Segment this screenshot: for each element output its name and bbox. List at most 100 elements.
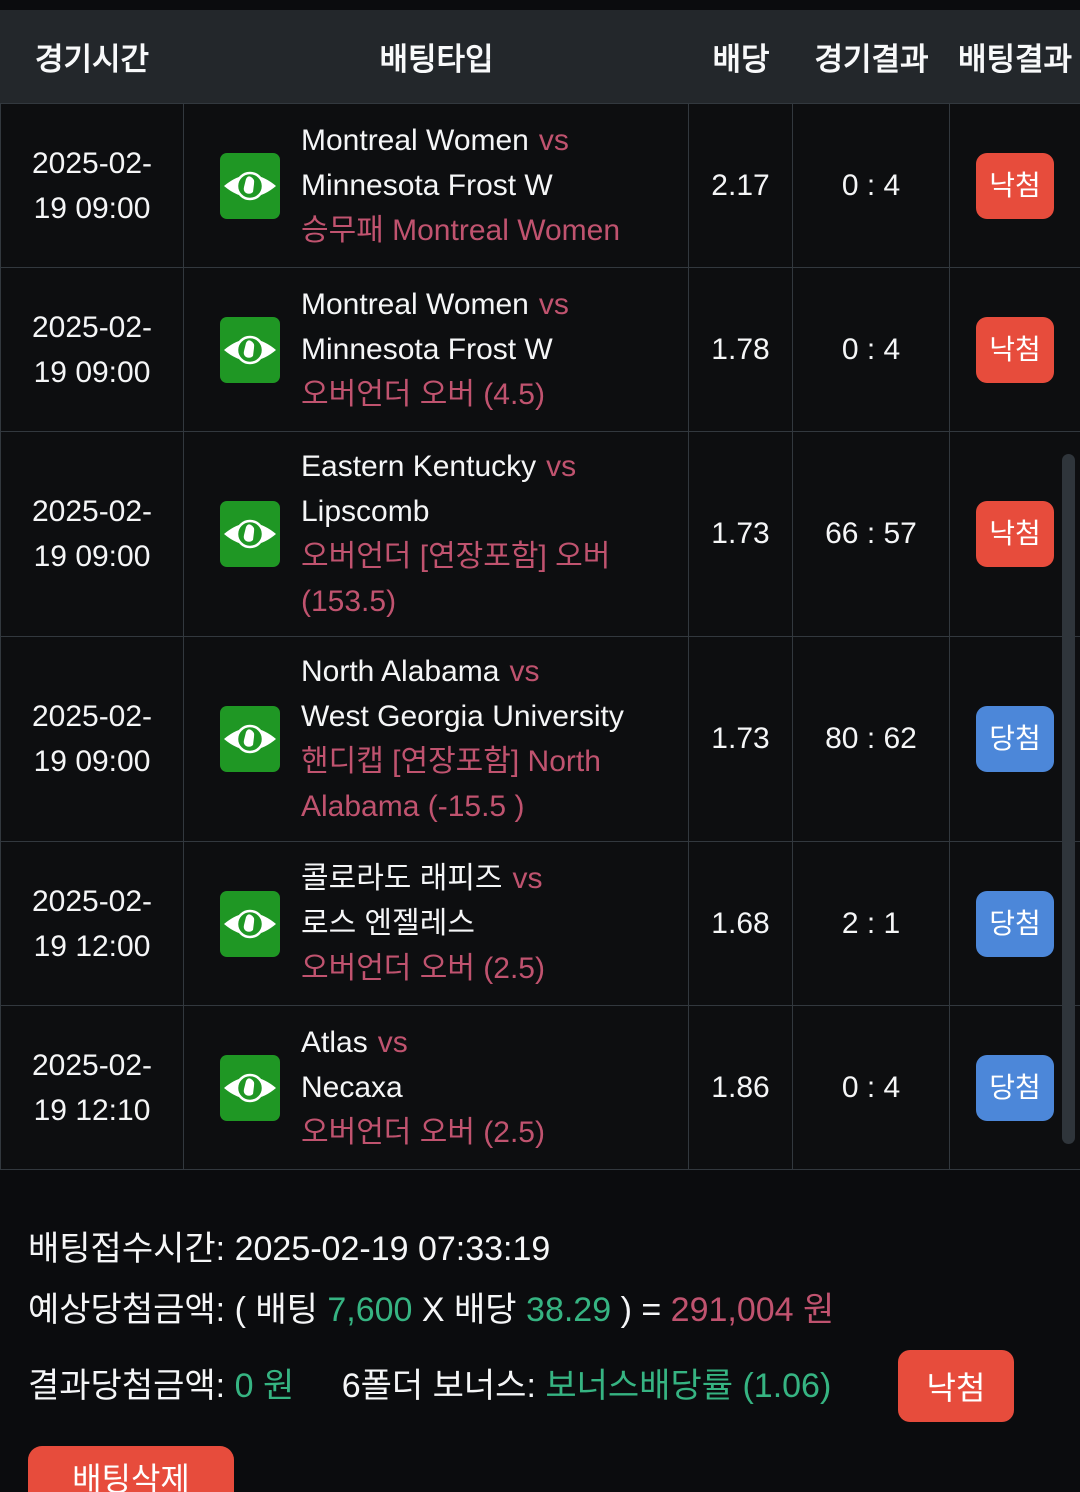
score-cell: 0 : 4 (793, 268, 950, 432)
score-cell: 2 : 1 (793, 842, 950, 1006)
receipt-time-line: 배팅접수시간: 2025-02-19 07:33:19 (28, 1228, 1052, 1270)
team-away: Necaxa (301, 1071, 403, 1104)
vertical-scrollbar-thumb[interactable] (1062, 454, 1075, 1144)
overall-status-badge: 낙첨 (898, 1350, 1014, 1422)
table-row: 2025-02-19 09:00 Montreal Women vs Minnes… (1, 268, 1080, 432)
expected-amount-line: 예상당첨금액: ( 배팅 7,600 X 배당 38.29 ) = 291,00… (28, 1289, 1052, 1331)
header-game-result: 경기결과 (814, 42, 929, 77)
table-row: 2025-02-19 09:00 Montreal Women vs Minnes… (1, 104, 1080, 268)
bet-amount: 7,600 (327, 1291, 413, 1329)
total-odds: 38.29 (526, 1291, 612, 1329)
game-time-cell: 2025-02-19 09:00 (1, 268, 184, 432)
team-away: West Georgia University (301, 700, 624, 733)
score-cell: 80 : 62 (793, 637, 950, 842)
bet-pick: 오버언더 오버 (2.5) (301, 1116, 545, 1149)
receipt-time-value: 2025-02-19 07:33:19 (234, 1230, 551, 1268)
result-amount-value: 0 원 (234, 1367, 295, 1405)
eye-icon[interactable] (219, 315, 281, 384)
match-info: Montreal Women vs Minnesota Frost W 오버언더 … (301, 282, 569, 417)
score-cell: 66 : 57 (793, 432, 950, 637)
team-away: Minnesota Frost W (301, 169, 553, 202)
odds-cell: 1.78 (689, 268, 793, 432)
bet-pick: 오버언더 오버 (4.5) (301, 378, 545, 411)
result-amount-label: 결과당첨금액: (28, 1367, 226, 1405)
bet-pick: 오버언더 [연장포함] 오버 (153.5) (301, 540, 611, 618)
bet-type-cell: Montreal Women vs Minnesota Frost W 오버언더 … (184, 268, 689, 432)
team-home: Montreal Women (301, 124, 529, 157)
table-row: 2025-02-19 12:10 Atlas vs Necaxa 오버언더 오버 … (1, 1006, 1080, 1170)
odds-cell: 1.68 (689, 842, 793, 1006)
status-badge: 당첨 (976, 1054, 1054, 1121)
team-home: 콜로라도 래피즈 (301, 862, 503, 895)
result-cell: 낙첨 (950, 104, 1080, 268)
eye-icon[interactable] (219, 705, 281, 773)
team-away: 로스 엔젤레스 (301, 907, 475, 940)
table-row: 2025-02-19 09:00 North Alabama vs West Ge… (1, 637, 1080, 842)
bet-type-cell: Montreal Women vs Minnesota Frost W 승무패 M… (184, 104, 689, 268)
times-label: X 배당 (421, 1291, 517, 1329)
team-away: Minnesota Frost W (301, 333, 553, 366)
status-badge: 낙첨 (976, 152, 1054, 219)
vs-label: vs (538, 288, 569, 321)
score-cell: 0 : 4 (793, 104, 950, 268)
status-badge: 당첨 (976, 890, 1054, 957)
bet-history-table: 2025-02-19 09:00 Montreal Women vs Minnes… (0, 103, 1080, 1170)
vs-label: vs (377, 1026, 408, 1059)
team-home: Atlas (301, 1026, 368, 1059)
result-cell: 당첨 (950, 842, 1080, 1006)
equals-label: ) = (620, 1291, 662, 1329)
match-info: 콜로라도 래피즈 vs 로스 엔젤레스 오버언더 오버 (2.5) (301, 856, 545, 991)
team-home: Montreal Women (301, 288, 529, 321)
game-time-cell: 2025-02-19 09:00 (1, 637, 184, 842)
match-info: Montreal Women vs Minnesota Frost W 승무패 M… (301, 118, 620, 253)
bet-type-cell: Atlas vs Necaxa 오버언더 오버 (2.5) (184, 1006, 689, 1170)
vs-label: vs (538, 124, 569, 157)
match-info: North Alabama vs West Georgia University … (301, 649, 676, 829)
odds-cell: 1.86 (689, 1006, 793, 1170)
bonus-odds-value: 보너스배당률 (1.06) (545, 1367, 832, 1405)
team-home: North Alabama (301, 655, 500, 688)
result-cell: 낙첨 (950, 268, 1080, 432)
result-cell: 당첨 (950, 637, 1080, 842)
score-cell: 0 : 4 (793, 1006, 950, 1170)
table-row: 2025-02-19 12:00 콜로라도 래피즈 vs 로스 엔젤레스 오버언더… (1, 842, 1080, 1006)
bet-type-cell: Eastern Kentucky vs Lipscomb 오버언더 [연장포함] … (184, 432, 689, 637)
match-info: Eastern Kentucky vs Lipscomb 오버언더 [연장포함] … (301, 444, 676, 624)
eye-icon[interactable] (219, 151, 281, 220)
bet-pick: 핸디캡 [연장포함] North Alabama (-15.5 ) (301, 745, 601, 823)
bet-summary: 배팅접수시간: 2025-02-19 07:33:19 예상당첨금액: ( 배팅… (0, 1170, 1080, 1422)
expected-amount: 291,004 원 (670, 1291, 835, 1329)
header-game-time: 경기시간 (34, 42, 150, 77)
bet-pick: 오버언더 오버 (2.5) (301, 952, 545, 985)
vs-label: vs (509, 655, 540, 688)
game-time-cell: 2025-02-19 09:00 (1, 432, 184, 637)
odds-cell: 1.73 (689, 637, 793, 842)
status-badge: 당첨 (976, 706, 1054, 772)
result-amount-line: 결과당첨금액: 0 원 6폴더 보너스: 보너스배당률 (1.06) 낙첨 (28, 1350, 1052, 1422)
game-time-cell: 2025-02-19 12:00 (1, 842, 184, 1006)
table-row: 2025-02-19 09:00 Eastern Kentucky vs Lips… (1, 432, 1080, 637)
bet-type-cell: North Alabama vs West Georgia University … (184, 637, 689, 842)
delete-bet-button[interactable]: 배팅삭제 (28, 1446, 234, 1492)
result-cell: 당첨 (950, 1006, 1080, 1170)
bet-pick: 승무패 Montreal Women (301, 214, 621, 247)
eye-icon[interactable] (219, 889, 281, 958)
result-amount-text: 결과당첨금액: 0 원 6폴더 보너스: 보너스배당률 (1.06) (28, 1365, 831, 1407)
status-badge: 낙첨 (976, 501, 1054, 567)
header-bet-result: 배팅결과 (957, 42, 1073, 77)
header-bet-type: 배팅타입 (379, 42, 494, 77)
eye-icon[interactable] (219, 1053, 281, 1122)
odds-cell: 2.17 (689, 104, 793, 268)
folder-bonus-label: 6폴더 보너스: (341, 1367, 536, 1405)
vs-label: vs (512, 862, 543, 895)
result-cell: 낙첨 (950, 432, 1080, 637)
status-badge: 낙첨 (976, 316, 1054, 383)
game-time-cell: 2025-02-19 12:10 (1, 1006, 184, 1170)
team-away: Lipscomb (301, 495, 430, 528)
bet-type-cell: 콜로라도 래피즈 vs 로스 엔젤레스 오버언더 오버 (2.5) (184, 842, 689, 1006)
table-header: 경기시간 배팅타입 배당 경기결과 배팅결과 (0, 10, 1080, 103)
eye-icon[interactable] (219, 500, 281, 568)
match-info: Atlas vs Necaxa 오버언더 오버 (2.5) (301, 1020, 545, 1155)
odds-cell: 1.73 (689, 432, 793, 637)
